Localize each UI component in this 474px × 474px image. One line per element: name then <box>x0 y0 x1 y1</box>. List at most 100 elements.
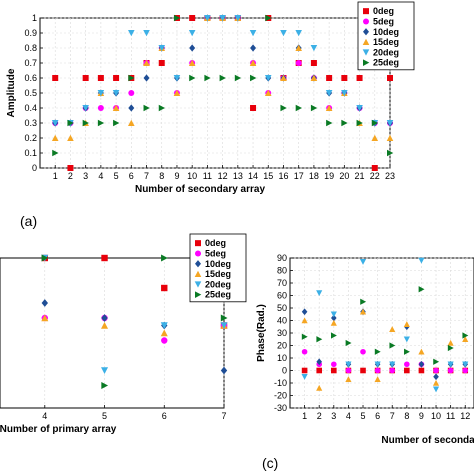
point-0deg <box>250 105 257 111</box>
x-tick-label: 12 <box>218 171 228 181</box>
point-5deg <box>404 361 410 368</box>
tick-labels: 4 5 6 7 <box>42 405 227 421</box>
gridlines <box>290 257 474 409</box>
point-15deg <box>249 59 257 66</box>
point-20deg <box>301 373 308 380</box>
point-25deg <box>143 104 150 112</box>
point-15deg <box>389 326 396 333</box>
point-20deg <box>51 120 59 127</box>
x-tick-label: 5 <box>361 411 366 421</box>
y-tick-label: 0.9 <box>24 28 37 38</box>
point-10deg <box>316 358 323 366</box>
x-tick-label: 5 <box>102 411 107 421</box>
x-tick-label: 3 <box>83 171 88 181</box>
point-20deg <box>295 30 302 37</box>
legend-marker-5deg <box>363 18 369 25</box>
chart-amplitude-secondary: 1 2 3 4 5 6 7 8 9 10 11 12 13 14 15 16 17 18 19 20 21 22 2300.… <box>6 1 415 195</box>
point-20deg <box>188 30 196 37</box>
x-tick-label: 21 <box>355 171 365 181</box>
y-tick-label: 50 <box>277 303 287 313</box>
x-tick-label: 6 <box>375 411 380 421</box>
point-20deg <box>173 75 181 82</box>
y-tick-label: 80 <box>277 266 287 276</box>
x-tick-label: 19 <box>324 171 334 181</box>
x-tick-label: 6 <box>162 411 167 421</box>
point-25deg <box>82 119 89 127</box>
data-marks <box>301 257 469 393</box>
chart-amplitude-primary: 4 5 6 7 Number of primary array 0deg5deg10d… <box>0 233 247 435</box>
point-20deg <box>128 30 135 37</box>
point-25deg <box>265 14 272 22</box>
point-25deg <box>387 149 394 157</box>
point-20deg <box>82 105 89 112</box>
point-20deg <box>280 30 287 37</box>
x-tick-label: 13 <box>233 171 243 181</box>
y-tick-label: 0.5 <box>24 88 37 98</box>
point-10deg <box>189 44 196 52</box>
legend-label: 5deg <box>373 16 394 26</box>
point-5deg <box>462 367 469 374</box>
point-0deg <box>67 165 74 171</box>
point-20deg <box>330 311 337 318</box>
point-20deg <box>345 361 352 368</box>
point-20deg <box>374 361 381 368</box>
y-tick-label: 0.7 <box>24 58 37 68</box>
x-tick-label: 15 <box>263 171 273 181</box>
point-25deg <box>345 339 352 347</box>
point-25deg <box>52 149 59 157</box>
point-5deg <box>331 361 337 368</box>
point-15deg <box>160 329 168 337</box>
x-tick-label: 11 <box>203 171 212 181</box>
point-15deg <box>188 59 196 66</box>
point-10deg <box>250 44 257 52</box>
point-5deg <box>360 348 366 355</box>
point-15deg <box>325 104 333 111</box>
y-tick-label: 70 <box>277 278 287 288</box>
point-20deg <box>97 90 105 97</box>
point-0deg <box>331 367 337 374</box>
point-20deg <box>447 361 454 368</box>
legend-marker-15deg <box>194 270 202 278</box>
point-20deg <box>143 30 150 37</box>
point-25deg <box>41 254 49 262</box>
x-tick-label: 2 <box>68 171 73 181</box>
y-tick-label: 10 <box>277 353 287 363</box>
y-tick-label: 30 <box>277 328 287 338</box>
plot-frame <box>0 257 225 409</box>
y-tick-label: 0.1 <box>24 148 37 158</box>
point-25deg <box>234 74 242 82</box>
point-15deg <box>128 119 135 126</box>
x-tick-label: 16 <box>278 171 288 181</box>
point-0deg <box>161 284 168 292</box>
x-tick-label: 7 <box>221 411 226 421</box>
point-5deg <box>433 367 439 374</box>
point-20deg <box>389 361 396 368</box>
point-25deg <box>204 74 211 82</box>
x-tick-label: 8 <box>159 171 164 181</box>
legend-marker-20deg <box>194 281 202 288</box>
point-10deg <box>41 299 48 307</box>
point-15deg <box>462 336 469 343</box>
point-10deg <box>331 314 337 322</box>
x-tick-label: 7 <box>144 171 149 181</box>
point-15deg <box>112 104 120 111</box>
point-20deg <box>403 336 410 343</box>
x-tick-label: 10 <box>431 411 441 421</box>
point-15deg <box>173 89 181 96</box>
point-15deg <box>403 321 410 328</box>
legend-marker-20deg <box>362 49 370 56</box>
point-20deg <box>219 15 226 22</box>
point-20deg <box>112 90 120 97</box>
point-15deg <box>447 339 454 346</box>
y-tick-label: 60 <box>277 291 287 301</box>
point-25deg <box>326 119 333 127</box>
point-5deg <box>389 367 396 374</box>
point-15deg <box>301 317 308 324</box>
panel-label-a: (a) <box>20 213 37 229</box>
legend-label: 5deg <box>205 248 226 258</box>
legend-marker-25deg <box>363 59 370 66</box>
point-20deg <box>249 30 257 37</box>
legend-label: 0deg <box>205 238 226 248</box>
